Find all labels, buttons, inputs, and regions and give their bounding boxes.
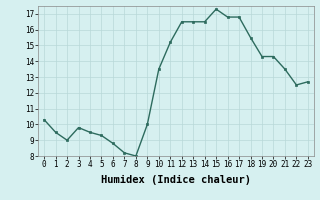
X-axis label: Humidex (Indice chaleur): Humidex (Indice chaleur) xyxy=(101,175,251,185)
